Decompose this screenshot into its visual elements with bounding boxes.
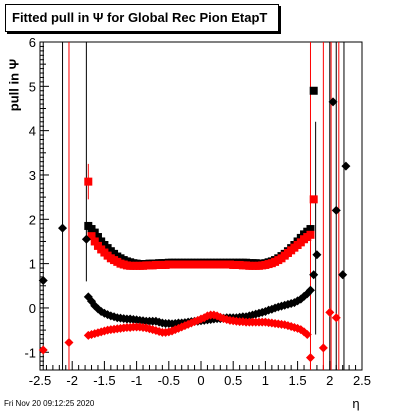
data-point-square: [309, 195, 318, 204]
data-point-diamond: [305, 285, 315, 295]
data-point-diamond: [302, 330, 312, 340]
data-point-diamond: [305, 353, 315, 363]
chart-title: Fitted pull in Ψ for Global Rec Pion Eta…: [12, 10, 268, 25]
y-tick-label: 3: [29, 168, 36, 183]
x-tick-label: 1: [262, 373, 269, 388]
x-tick-label: -1: [131, 373, 143, 388]
x-tick-label: 0.5: [224, 373, 242, 388]
y-tick-label: -1: [24, 345, 36, 360]
data-point-diamond: [81, 234, 91, 244]
data-point-square: [306, 225, 315, 234]
data-point-diamond: [64, 338, 74, 348]
x-tick-label: 1.5: [289, 373, 307, 388]
data-point-square: [306, 230, 315, 239]
data-point-diamond: [341, 161, 351, 171]
data-point-diamond: [338, 270, 348, 280]
y-tick-label: 5: [29, 79, 36, 94]
data-point-diamond: [318, 343, 328, 353]
x-axis-label: η: [352, 396, 359, 411]
y-tick-label: 2: [29, 212, 36, 227]
data-point-square: [90, 237, 99, 246]
y-tick-label: 6: [29, 35, 36, 50]
y-tick-label: 1: [29, 257, 36, 272]
data-point-square: [93, 233, 102, 242]
data-point-diamond: [331, 205, 341, 215]
data-point-diamond: [331, 313, 341, 323]
data-point-diamond: [325, 307, 335, 317]
data-point-square: [84, 177, 93, 186]
data-point-diamond: [309, 270, 319, 280]
y-tick-label: 0: [29, 301, 36, 316]
x-tick-label: -1.5: [93, 373, 115, 388]
data-point-diamond: [312, 250, 322, 260]
data-point-square: [309, 86, 318, 95]
data-point-diamond: [328, 97, 338, 107]
data-point-diamond: [38, 275, 48, 285]
chart-title-box: Fitted pull in Ψ for Global Rec Pion Eta…: [5, 4, 279, 32]
data-point-diamond: [38, 345, 48, 355]
x-tick-label: -2.5: [29, 373, 51, 388]
x-tick-label: -2: [66, 373, 78, 388]
x-tick-label: -0.5: [158, 373, 180, 388]
y-tick-label: 4: [29, 124, 36, 139]
timestamp-footer: Fri Nov 20 09:12:25 2020: [4, 399, 95, 408]
x-tick-label: 2.5: [353, 373, 371, 388]
data-point-square: [87, 232, 96, 241]
x-tick-label: 2: [326, 373, 333, 388]
data-point-diamond: [58, 223, 68, 233]
x-tick-label: 0: [197, 373, 204, 388]
